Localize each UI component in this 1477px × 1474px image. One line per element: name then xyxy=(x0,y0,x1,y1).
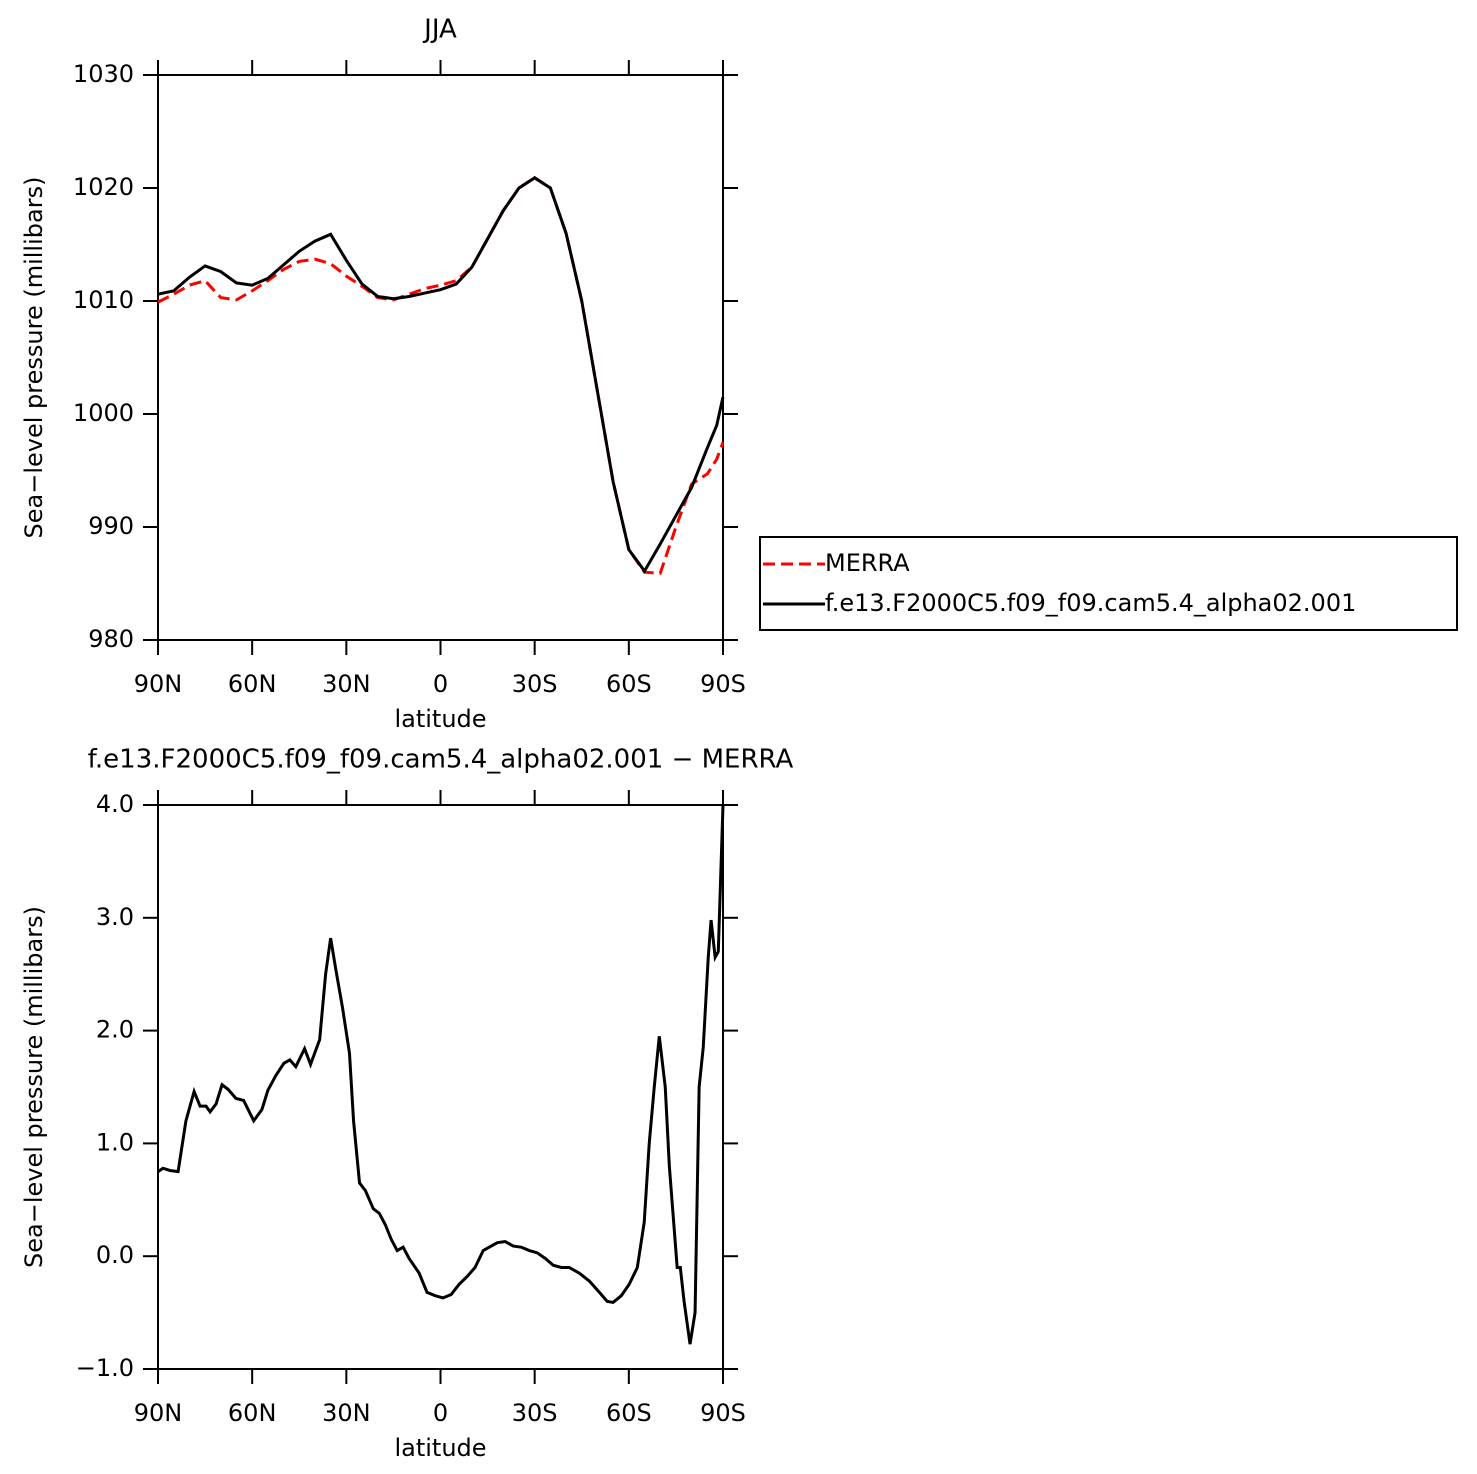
x-tick-label: 90N xyxy=(134,670,183,698)
x-tick-label: 0 xyxy=(433,1399,448,1427)
series-line xyxy=(157,176,725,575)
y-axis-label: Sea−level pressure (millibars) xyxy=(20,177,48,539)
legend-label: MERRA xyxy=(825,549,910,577)
x-tick-label: 0 xyxy=(433,670,448,698)
x-tick-label: 60S xyxy=(606,1399,652,1427)
y-tick-label: 1020 xyxy=(73,173,134,201)
y-tick-label: 0.0 xyxy=(96,1241,134,1269)
y-tick-label: 1030 xyxy=(73,60,134,88)
x-axis-label: latitude xyxy=(394,1434,486,1462)
y-tick-label: 4.0 xyxy=(96,790,134,818)
chart-title: f.e13.F2000C5.f09_f09.cam5.4_alpha02.001… xyxy=(88,745,794,775)
x-tick-label: 60N xyxy=(228,1399,277,1427)
x-tick-label: 60N xyxy=(228,670,277,698)
series-line xyxy=(157,176,725,574)
x-tick-label: 30N xyxy=(322,670,371,698)
y-axis-label: Sea−level pressure (millibars) xyxy=(20,906,48,1268)
x-tick-label: 90S xyxy=(700,1399,746,1427)
plot-frame xyxy=(157,804,724,1370)
x-axis-label: latitude xyxy=(394,705,486,733)
x-tick-label: 60S xyxy=(606,670,652,698)
x-tick-label: 90N xyxy=(134,1399,183,1427)
plot-frame xyxy=(157,74,724,641)
y-tick-label: 3.0 xyxy=(96,903,134,931)
chart-title: JJA xyxy=(422,15,457,45)
y-tick-label: 1000 xyxy=(73,399,134,427)
y-tick-label: 990 xyxy=(88,512,134,540)
series-line xyxy=(157,804,725,1345)
x-tick-label: 90S xyxy=(700,670,746,698)
y-tick-label: 1.0 xyxy=(96,1128,134,1156)
x-tick-label: 30S xyxy=(512,670,558,698)
y-tick-label: −1.0 xyxy=(76,1354,134,1382)
y-tick-label: 2.0 xyxy=(96,1016,134,1044)
y-tick-label: 1010 xyxy=(73,286,134,314)
y-tick-label: 980 xyxy=(88,625,134,653)
legend-box xyxy=(759,536,1458,631)
x-tick-label: 30N xyxy=(322,1399,371,1427)
x-tick-label: 30S xyxy=(512,1399,558,1427)
legend-label: f.e13.F2000C5.f09_f09.cam5.4_alpha02.001 xyxy=(825,589,1356,617)
